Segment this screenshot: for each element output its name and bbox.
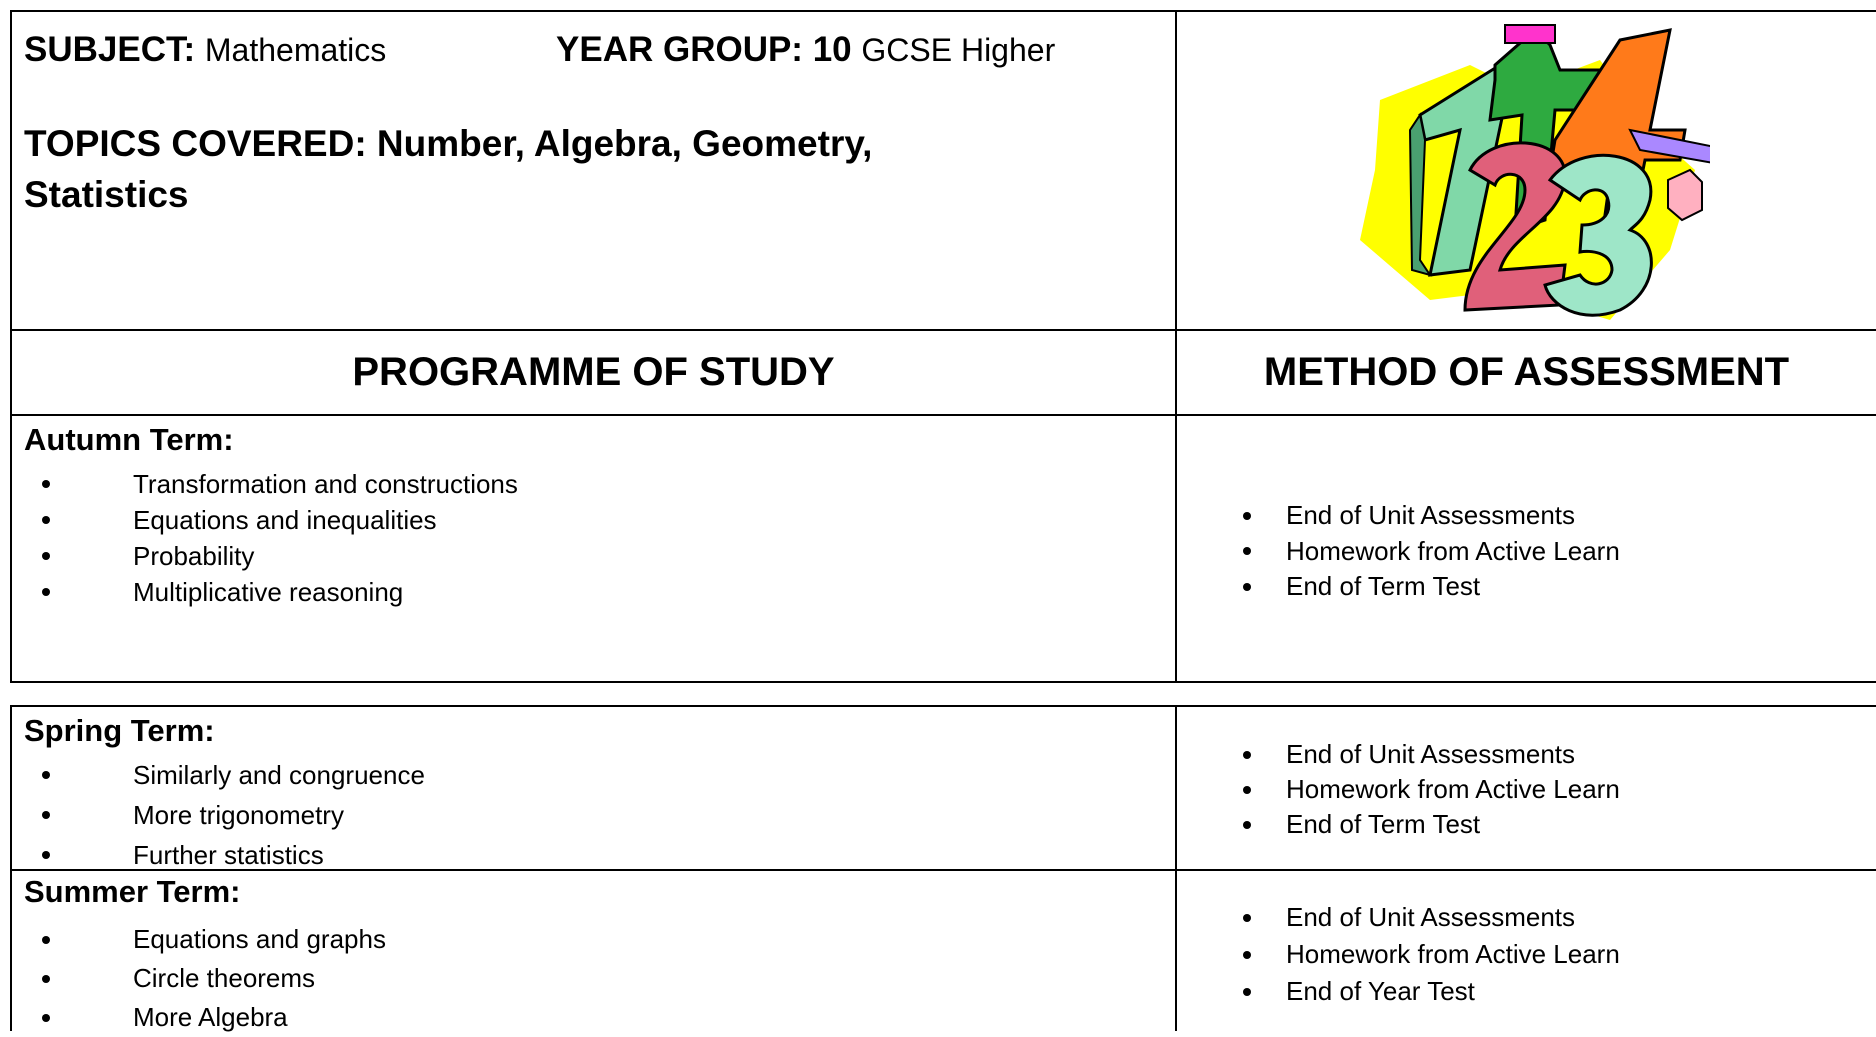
topic: Circle theorems — [42, 959, 386, 998]
border — [10, 705, 1876, 707]
border — [1175, 10, 1177, 683]
topics-label: TOPICS COVERED: Number, Algebra, Geometr… — [24, 123, 873, 164]
year-detail: GCSE Higher — [861, 32, 1056, 68]
subject-line: SUBJECT: Mathematics — [24, 30, 386, 70]
column-header: METHOD OF ASSESSMENT — [1263, 350, 1790, 394]
topic: Equations and graphs — [42, 920, 386, 959]
assessment-list: End of Unit Assessments Homework from Act… — [1243, 498, 1620, 605]
assessment: Homework from Active Learn — [1243, 534, 1620, 570]
border — [10, 414, 1876, 416]
topic: Probability — [42, 538, 518, 574]
assessment: End of Unit Assessments — [1243, 737, 1620, 772]
topic-list: Similarly and congruence More trigonometr… — [42, 755, 425, 875]
assessment-list: End of Unit Assessments Homework from Act… — [1243, 737, 1620, 842]
assessment: End of Unit Assessments — [1243, 899, 1620, 936]
topic: Multiplicative reasoning — [42, 574, 518, 610]
border — [10, 705, 12, 1031]
assessment-list: End of Unit Assessments Homework from Act… — [1243, 899, 1620, 1010]
topic: Similarly and congruence — [42, 755, 425, 795]
subject-label: SUBJECT: — [24, 30, 196, 69]
assessment: End of Unit Assessments — [1243, 498, 1620, 534]
term-title: Autumn Term: — [24, 422, 234, 457]
year-line: YEAR GROUP: 10 GCSE Higher — [556, 30, 1055, 70]
topics-cont: Statistics — [24, 174, 189, 215]
border — [10, 869, 1876, 871]
border — [1175, 705, 1177, 1031]
assessment: End of Term Test — [1243, 807, 1620, 842]
assessment: Homework from Active Learn — [1243, 772, 1620, 807]
topic: Equations and inequalities — [42, 502, 518, 538]
term-title: Summer Term: — [24, 874, 241, 909]
term-title: Spring Term: — [24, 713, 215, 748]
assessment: Homework from Active Learn — [1243, 936, 1620, 973]
topic: More Algebra — [42, 998, 386, 1037]
border — [10, 681, 1876, 683]
assessment: End of Term Test — [1243, 569, 1620, 605]
border — [10, 10, 12, 683]
border — [10, 329, 1876, 331]
topic: Transformation and constructions — [42, 466, 518, 502]
year-label: YEAR GROUP: — [556, 30, 803, 69]
column-header: PROGRAMME OF STUDY — [352, 350, 835, 394]
topic: Further statistics — [42, 835, 425, 875]
topic: More trigonometry — [42, 795, 425, 835]
numbers-clipart — [1360, 24, 1710, 320]
assessment: End of Year Test — [1243, 973, 1620, 1010]
topic-list: Transformation and constructions Equation… — [42, 466, 518, 610]
border — [10, 10, 1876, 12]
topic-list: Equations and graphs Circle theorems More … — [42, 920, 386, 1037]
subject: Mathematics — [204, 32, 387, 68]
year: 10 — [812, 30, 852, 69]
